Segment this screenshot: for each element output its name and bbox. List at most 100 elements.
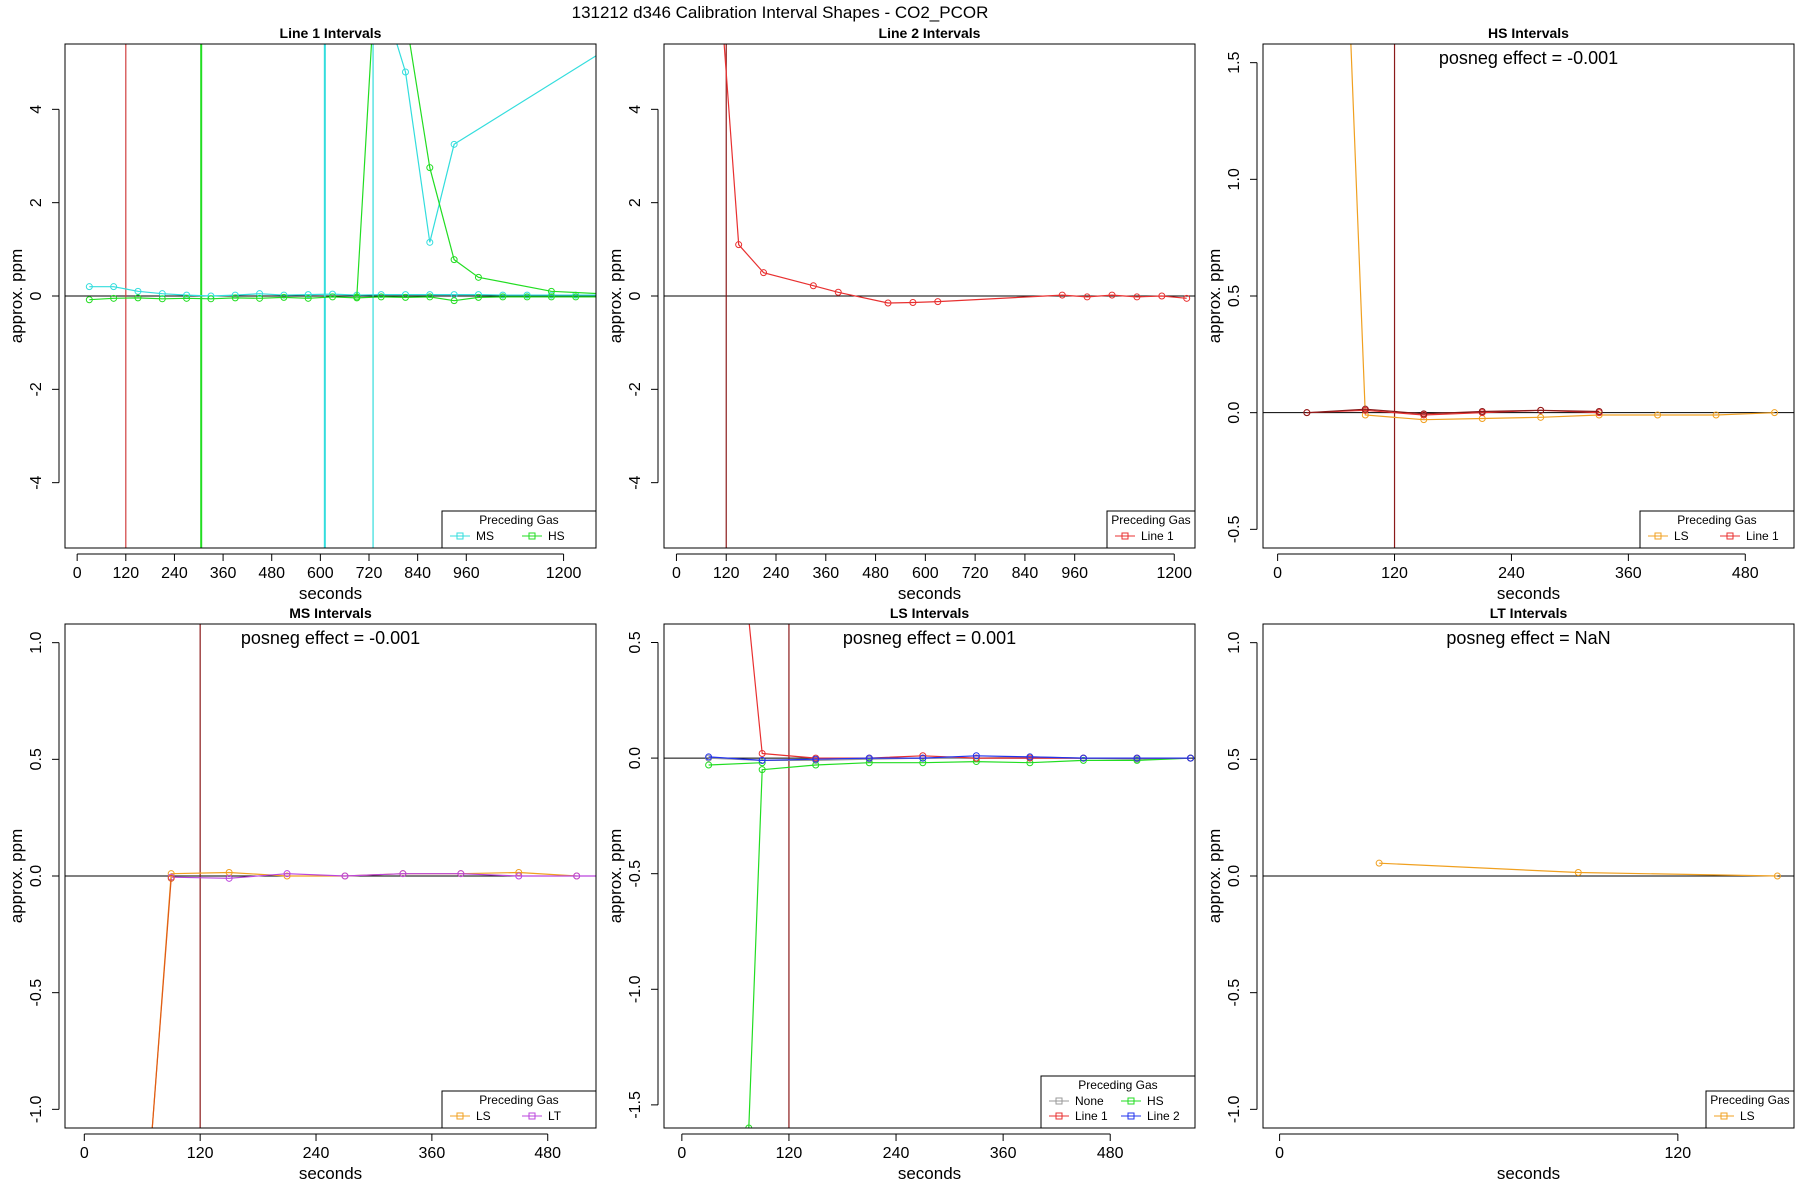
y-tick-label: -4 [627, 475, 644, 489]
chart-panel-4: MS Intervals 0 120 240 360 480 seconds -1.0 -0.5… [7, 605, 597, 1183]
data-point [758, 766, 766, 774]
legend: Preceding Gas Line 1 [1106, 510, 1196, 549]
y-tick-label: 0.0 [1226, 865, 1243, 887]
x-tick-label: 600 [307, 565, 334, 582]
legend-entry-label: HS [548, 529, 565, 543]
legend-entry-label: LS [476, 1109, 491, 1123]
series-line [89, 286, 596, 297]
data-point [1375, 859, 1383, 867]
data-point [304, 291, 312, 299]
data-point [1574, 869, 1582, 876]
data-point [1079, 754, 1087, 762]
data-point [1083, 293, 1091, 301]
legend-title: Preceding Gas [1677, 513, 1756, 527]
data-point [573, 872, 581, 880]
data-point [865, 754, 873, 762]
legend-swatch-marker [1121, 532, 1129, 540]
y-tick-label: -1.0 [28, 1095, 45, 1123]
x-tick-label: 480 [534, 1145, 561, 1162]
series-line [1350, 44, 1775, 421]
x-tick-label: 1200 [1156, 565, 1192, 582]
legend-title: Preceding Gas [479, 513, 558, 527]
data-point [1420, 410, 1428, 418]
data-point [1654, 411, 1662, 419]
x-tick-label: 120 [187, 1145, 214, 1162]
y-tick-label: 0 [28, 291, 45, 300]
data-point [1133, 293, 1141, 301]
x-tick-label: 240 [1498, 565, 1525, 582]
legend-entry-label: Line 1 [1746, 529, 1779, 543]
y-tick-label: 2 [28, 198, 45, 207]
legend-swatch-marker [1055, 1097, 1063, 1105]
legend-box [1639, 510, 1795, 549]
data-point [401, 293, 409, 301]
y-tick-label: 0.5 [1226, 748, 1243, 770]
x-tick-label: 0 [1275, 1145, 1284, 1162]
plot-area [664, 44, 1195, 548]
data-point [283, 872, 291, 880]
data-point [758, 759, 766, 767]
data-point [919, 759, 927, 767]
y-axis-label: approx. ppm [606, 249, 625, 344]
x-axis-label: seconds [1497, 1164, 1560, 1183]
x-axis-label: seconds [898, 1164, 961, 1183]
x-tick-label: 360 [419, 1145, 446, 1162]
legend-box [1106, 510, 1196, 549]
x-tick-label: 120 [1664, 1145, 1691, 1162]
x-axis-label: seconds [299, 584, 362, 603]
panel-title: LT Intervals [1490, 605, 1568, 621]
plot-area [65, 44, 603, 548]
data-point [149, 1130, 155, 1136]
x-tick-label: 360 [1615, 565, 1642, 582]
panel-title: Line 1 Intervals [280, 25, 382, 41]
y-axis-label: approx. ppm [7, 829, 26, 924]
data-point [207, 295, 215, 303]
panel-title: MS Intervals [289, 605, 372, 621]
legend-title: Preceding Gas [1078, 1078, 1157, 1092]
plot-area [1263, 859, 1794, 880]
y-tick-label: 4 [627, 105, 644, 114]
data-point [1183, 294, 1191, 302]
y-tick-label: 1.0 [1226, 631, 1243, 653]
series-line [748, 757, 1191, 1128]
y-tick-label: -0.5 [627, 860, 644, 888]
x-tick-label: 360 [990, 1145, 1017, 1162]
data-point [523, 291, 531, 299]
y-axis-label: approx. ppm [7, 249, 26, 344]
data-point [1595, 411, 1603, 419]
x-tick-label: 0 [672, 565, 681, 582]
data-point [834, 288, 842, 296]
x-tick-label: 480 [862, 565, 889, 582]
legend-entry-label: Line 1 [1141, 529, 1174, 543]
plot-frame [1262, 623, 1795, 1129]
data-point [1712, 411, 1720, 419]
x-tick-label: 120 [1381, 565, 1408, 582]
legend: Preceding Gas LS LT [441, 1090, 597, 1129]
legend-swatch-marker [456, 532, 464, 540]
x-tick-label: 120 [112, 565, 139, 582]
y-tick-label: -1.0 [627, 975, 644, 1003]
x-tick-label: 0 [1273, 565, 1282, 582]
series-line [708, 755, 1191, 762]
legend-entry-label: LT [548, 1109, 562, 1123]
legend: Preceding Gas None HS Line 1 Line 2 [1040, 1075, 1196, 1129]
data-point [597, 50, 603, 56]
data-point [972, 754, 980, 762]
y-tick-label: 0 [627, 291, 644, 300]
data-point [1079, 756, 1087, 764]
x-tick-label: 240 [303, 1145, 330, 1162]
data-point [1026, 753, 1034, 761]
data-point [183, 294, 191, 302]
x-axis-label: seconds [299, 1164, 362, 1183]
data-point [377, 291, 385, 299]
data-point [972, 752, 980, 760]
y-tick-label: -1.0 [1226, 1095, 1243, 1123]
data-point [884, 299, 892, 307]
x-tick-label: 480 [1097, 1145, 1124, 1162]
legend-title: Preceding Gas [1111, 513, 1190, 527]
data-point [934, 298, 942, 306]
panel-title: HS Intervals [1488, 25, 1569, 41]
plot-frame [663, 43, 1196, 549]
legend-title: Preceding Gas [479, 1093, 558, 1107]
